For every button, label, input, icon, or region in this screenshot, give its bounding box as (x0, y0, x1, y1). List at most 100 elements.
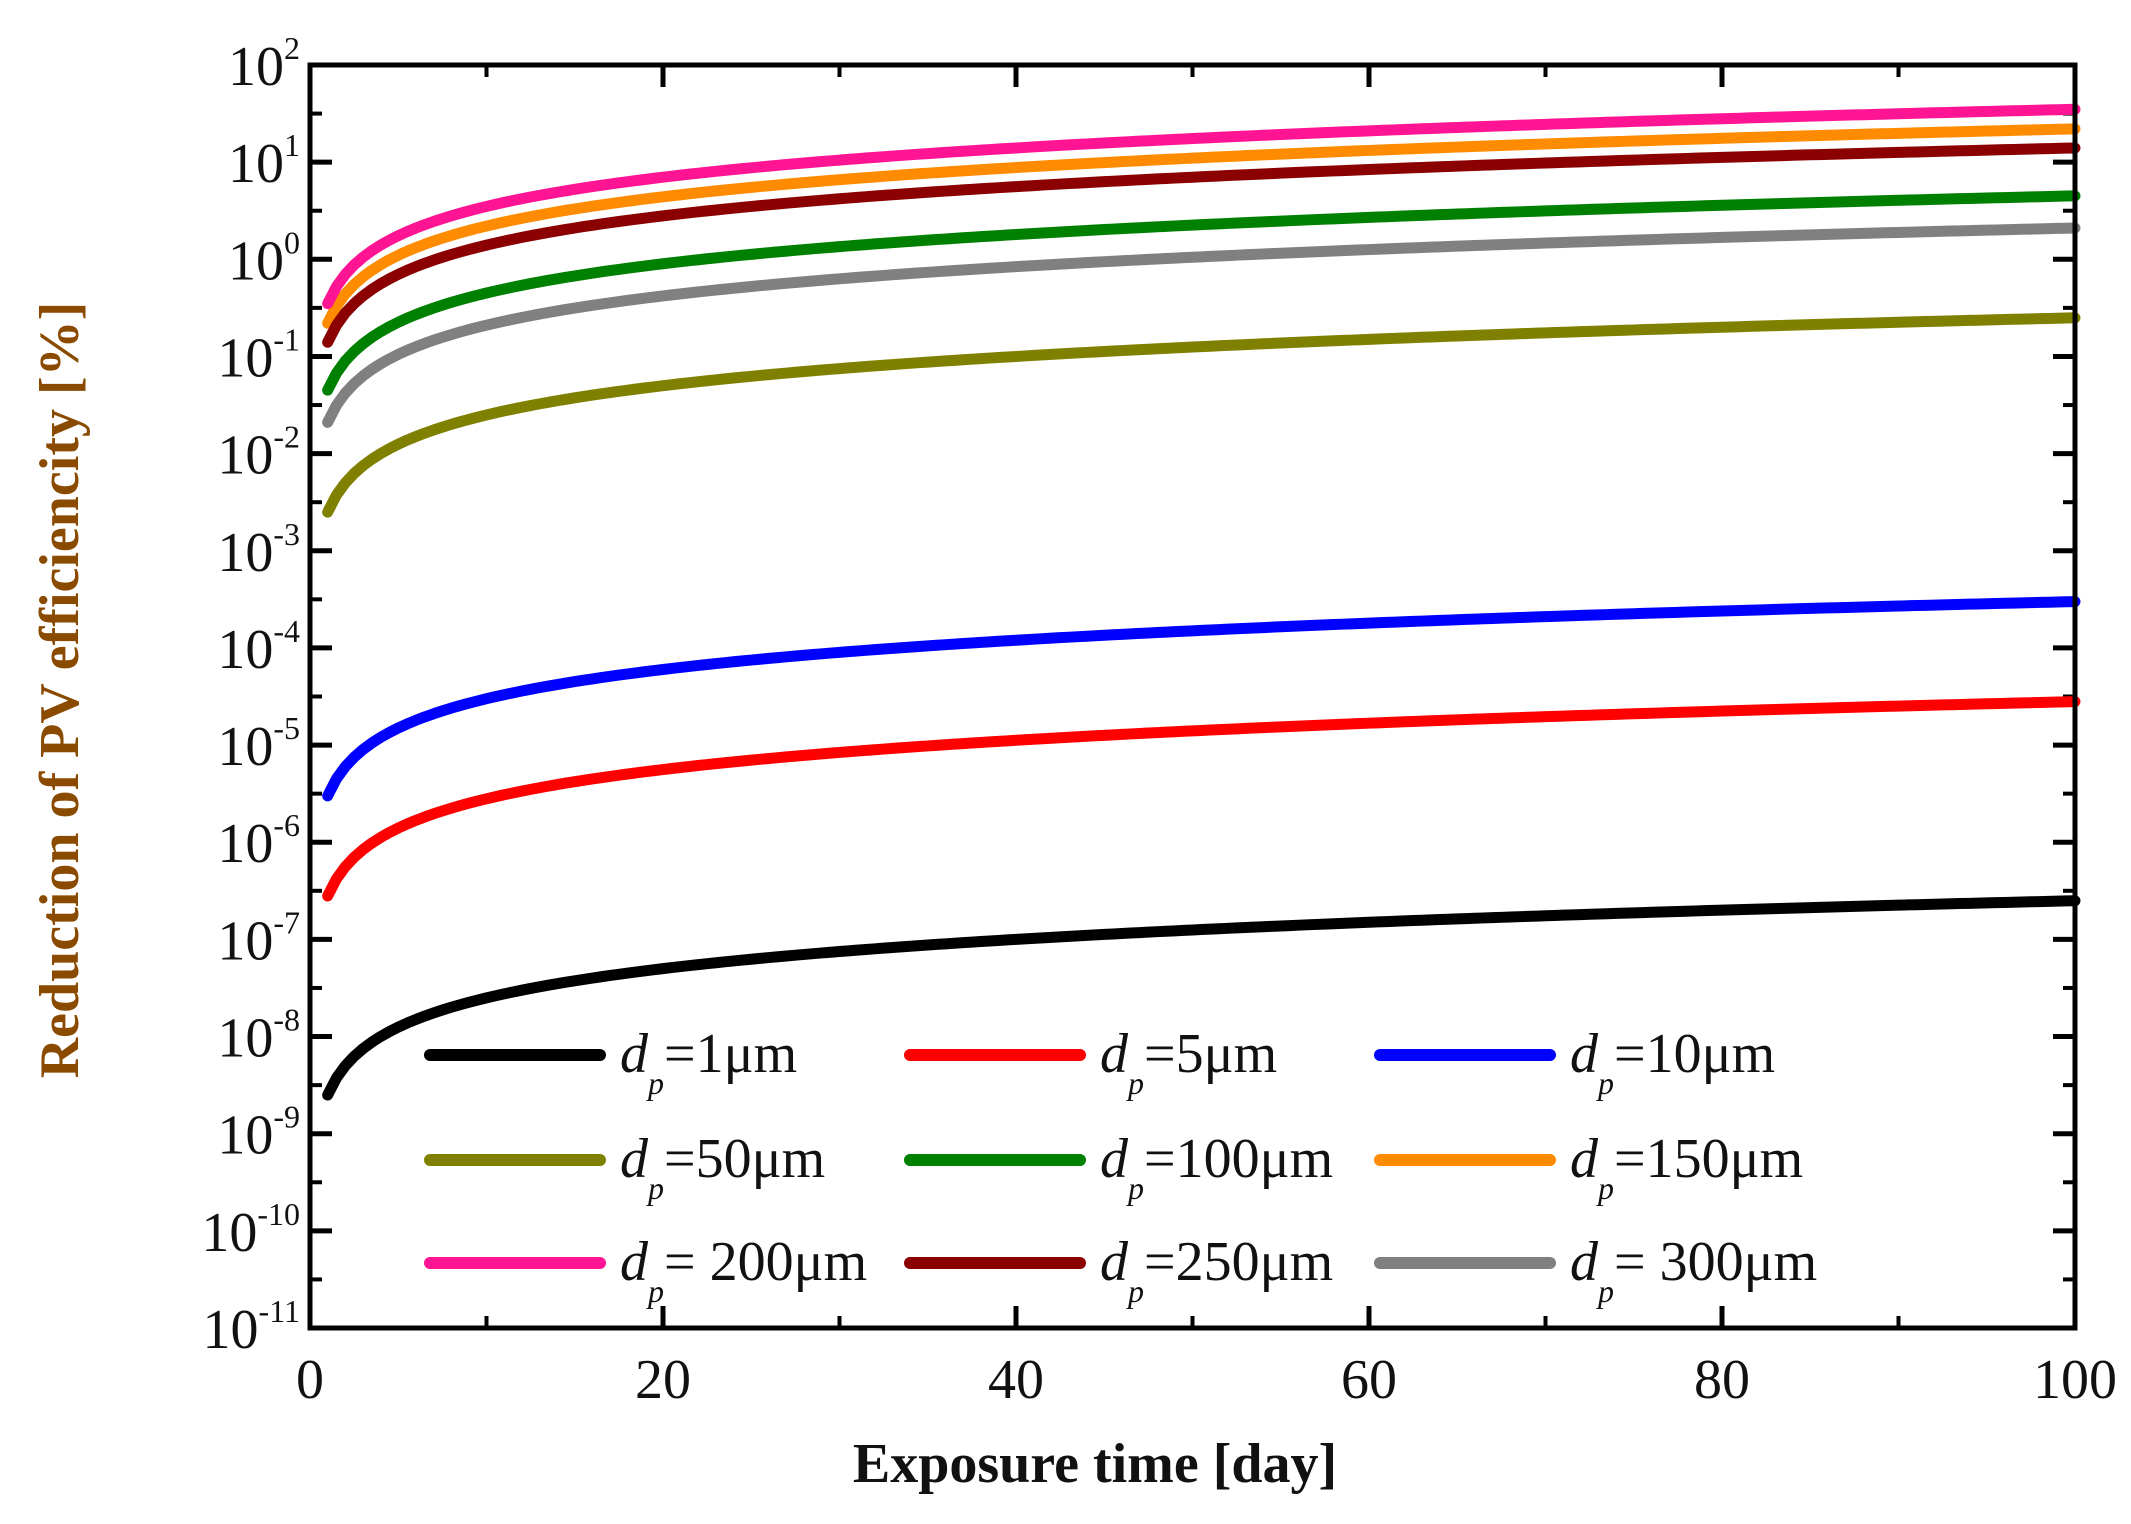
y-tick-label: 10-2 (217, 419, 300, 487)
legend-label-symbol: d (1100, 1023, 1129, 1085)
series-lines (322, 103, 2081, 1101)
legend-label: dp= 200μm (620, 1231, 867, 1309)
legend-label: dp=1μm (620, 1023, 797, 1101)
legend-label: dp=10μm (1570, 1023, 1775, 1101)
y-tick-base: 10 (228, 230, 284, 292)
x-tick-label: 80 (1694, 1349, 1750, 1411)
y-tick-exponent: 2 (284, 30, 300, 66)
y-tick-label: 10-10 (201, 1196, 300, 1264)
y-tick-exponent: -10 (257, 1196, 300, 1232)
y-tick-base: 10 (228, 36, 284, 98)
legend-label-subscript: p (1126, 1065, 1144, 1101)
series-line (322, 190, 2081, 396)
y-tick-label: 10-9 (217, 1099, 300, 1167)
y-tick-base: 10 (201, 1202, 257, 1264)
legend-label-symbol: d (620, 1023, 649, 1085)
legend-label-subscript: p (1596, 1273, 1614, 1309)
legend-label-value: =5μm (1144, 1023, 1277, 1085)
legend-label-symbol: d (620, 1128, 649, 1190)
y-tick-base: 10 (217, 327, 273, 389)
legend-label: dp=150μm (1570, 1128, 1803, 1206)
y-tick-label: 101 (228, 127, 300, 195)
x-tick-label: 40 (988, 1349, 1044, 1411)
y-tick-label: 10-5 (217, 710, 300, 778)
legend-label: dp=50μm (620, 1128, 825, 1206)
legend-label-symbol: d (1100, 1231, 1129, 1293)
legend-label-symbol: d (1570, 1128, 1599, 1190)
legend-label-symbol: d (1570, 1023, 1599, 1085)
y-tick-exponent: -7 (273, 904, 300, 940)
y-tick-label: 10-7 (217, 904, 300, 972)
legend-label-value: = 300μm (1614, 1231, 1817, 1293)
series-line (322, 103, 2081, 310)
y-tick-base: 10 (217, 813, 273, 875)
legend-label: dp=250μm (1100, 1231, 1333, 1309)
y-tick-exponent: -8 (273, 1002, 300, 1038)
y-tick-exponent: -9 (273, 1099, 300, 1135)
series-line (322, 222, 2081, 428)
x-axis-title: Exposure time [day] (853, 1433, 1337, 1495)
legend-label-subscript: p (646, 1273, 664, 1309)
y-tick-exponent: -1 (273, 321, 300, 357)
legend-label-symbol: d (620, 1231, 649, 1293)
y-axis-title: Reduction of PV efficiencity [%] (29, 302, 91, 1079)
y-tick-label: 10-8 (217, 1002, 300, 1070)
y-tick-base: 10 (217, 1008, 273, 1070)
y-tick-base: 10 (228, 133, 284, 195)
legend-label: dp=100μm (1100, 1128, 1333, 1206)
series-line (322, 696, 2081, 902)
legend-label-value: = 200μm (664, 1231, 867, 1293)
y-tick-exponent: 1 (284, 127, 300, 163)
legend-label-subscript: p (1126, 1273, 1144, 1309)
y-tick-label: 100 (228, 224, 300, 292)
y-tick-base: 10 (203, 1299, 259, 1361)
y-tick-label: 10-4 (217, 613, 300, 681)
y-tick-label: 10-6 (217, 807, 300, 875)
series-line (322, 596, 2081, 802)
series-line (322, 142, 2081, 348)
x-tick-label: 60 (1341, 1349, 1397, 1411)
legend-label-value: =50μm (664, 1128, 825, 1190)
series-line (322, 312, 2081, 518)
y-tick-exponent: 0 (284, 224, 300, 260)
legend-label-symbol: d (1570, 1231, 1599, 1293)
legend-label-subscript: p (1596, 1170, 1614, 1206)
legend-label-subscript: p (646, 1065, 664, 1101)
y-tick-base: 10 (217, 522, 273, 584)
y-axis-tick-labels: 10210110010-110-210-310-410-510-610-710-… (201, 30, 300, 1361)
x-tick-label: 0 (296, 1349, 324, 1411)
series-line (322, 895, 2081, 1101)
legend-label-value: =100μm (1144, 1128, 1333, 1190)
y-tick-exponent: -4 (273, 613, 300, 649)
x-axis-tick-labels: 0 20 40 60 80 100 (296, 1349, 2117, 1411)
y-tick-base: 10 (217, 425, 273, 487)
legend-label-symbol: d (1100, 1128, 1129, 1190)
x-tick-label: 20 (635, 1349, 691, 1411)
y-tick-base: 10 (217, 910, 273, 972)
legend-label-value: =250μm (1144, 1231, 1333, 1293)
plot-frame (307, 62, 2078, 1331)
y-tick-exponent: -5 (273, 710, 300, 746)
x-tick-label: 100 (2033, 1349, 2117, 1411)
legend-label-value: =1μm (664, 1023, 797, 1085)
legend-label: dp= 300μm (1570, 1231, 1817, 1309)
y-tick-base: 10 (217, 619, 273, 681)
legend-label-value: =150μm (1614, 1128, 1803, 1190)
y-tick-base: 10 (217, 716, 273, 778)
legend-label-subscript: p (1126, 1170, 1144, 1206)
y-tick-label: 102 (228, 30, 300, 98)
y-tick-label: 10-11 (203, 1293, 300, 1361)
legend-label-subscript: p (646, 1170, 664, 1206)
series-line (322, 123, 2081, 329)
y-tick-exponent: -2 (273, 419, 300, 455)
legend-label-value: =10μm (1614, 1023, 1775, 1085)
legend-label: dp=5μm (1100, 1023, 1277, 1101)
y-tick-label: 10-1 (217, 321, 300, 389)
y-tick-exponent: -11 (259, 1293, 300, 1329)
y-tick-label: 10-3 (217, 516, 300, 584)
legend-label-subscript: p (1596, 1065, 1614, 1101)
y-tick-base: 10 (217, 1105, 273, 1167)
y-tick-exponent: -6 (273, 807, 300, 843)
